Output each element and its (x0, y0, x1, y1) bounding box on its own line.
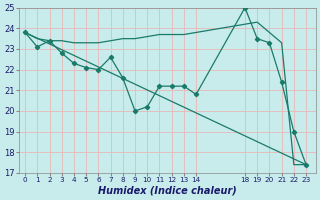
X-axis label: Humidex (Indice chaleur): Humidex (Indice chaleur) (98, 186, 237, 196)
